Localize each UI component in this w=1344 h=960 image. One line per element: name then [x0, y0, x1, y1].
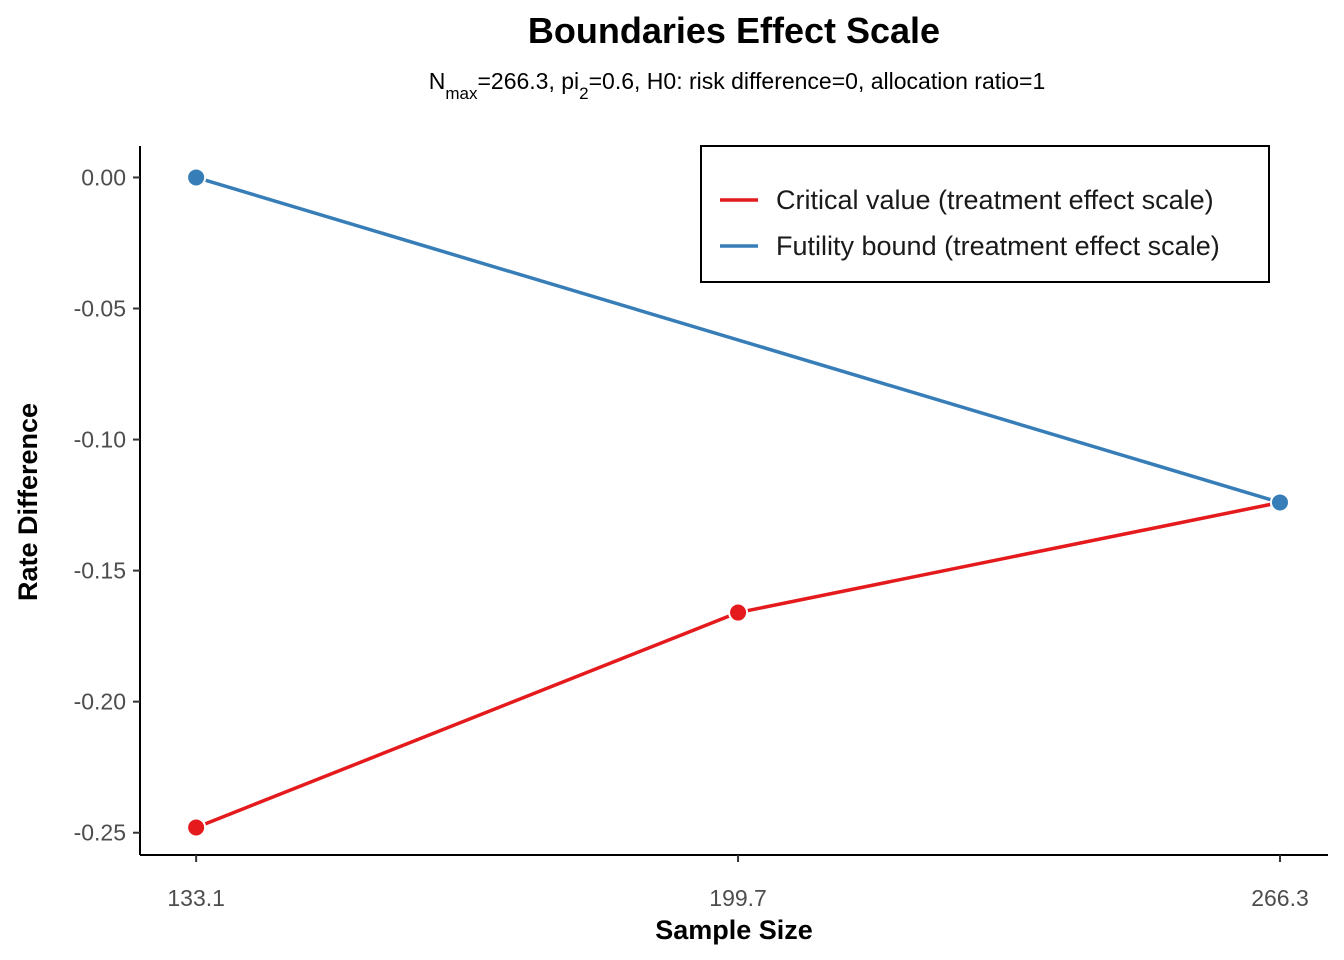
y-tick-label: -0.15	[74, 558, 126, 584]
y-axis-ticks: 0.00 -0.05 -0.10 -0.15 -0.20 -0.25	[74, 164, 140, 846]
subtitle-part: =0.6, H0: risk difference=0, allocation …	[589, 68, 1046, 94]
legend: Critical value (treatment effect scale) F…	[700, 145, 1270, 283]
y-tick-label: -0.10	[74, 427, 126, 453]
x-tick-label: 199.7	[709, 885, 767, 911]
series-line-1	[195, 175, 1281, 505]
x-tick-label: 133.1	[167, 885, 225, 911]
subtitle-part: N	[429, 68, 446, 94]
series-layer	[186, 167, 1290, 838]
subtitle-part: max	[445, 84, 478, 103]
series-1-point-0	[186, 167, 207, 188]
chart-subtitle: Nmax=266.3, pi2=0.6, H0: risk difference…	[429, 68, 1046, 103]
legend-label-1: Futility bound (treatment effect scale)	[776, 231, 1220, 261]
legend-box	[700, 145, 1270, 283]
series-0-point-1	[728, 602, 749, 623]
y-tick-label: 0.00	[81, 164, 126, 190]
x-tick-label: 266.3	[1251, 885, 1309, 911]
chart-title: Boundaries Effect Scale	[528, 10, 940, 51]
series-1-point-1	[1269, 492, 1290, 513]
y-tick-label: -0.25	[74, 820, 126, 846]
y-axis-label: Rate Difference	[13, 403, 43, 601]
x-axis-label: Sample Size	[655, 915, 813, 945]
y-tick-label: -0.05	[74, 296, 126, 322]
x-axis-ticks: 133.1 199.7 266.3	[167, 855, 1309, 911]
plot-area: 0.00 -0.05 -0.10 -0.15 -0.20 -0.25 133.1 199.7…	[74, 146, 1328, 911]
series-0-point-0	[186, 817, 207, 838]
series-line-0	[195, 500, 1281, 830]
legend-label-0: Critical value (treatment effect scale)	[776, 185, 1214, 215]
subtitle-part: =266.3, pi	[477, 68, 579, 94]
subtitle-part: 2	[579, 84, 588, 103]
y-tick-label: -0.20	[74, 689, 126, 715]
